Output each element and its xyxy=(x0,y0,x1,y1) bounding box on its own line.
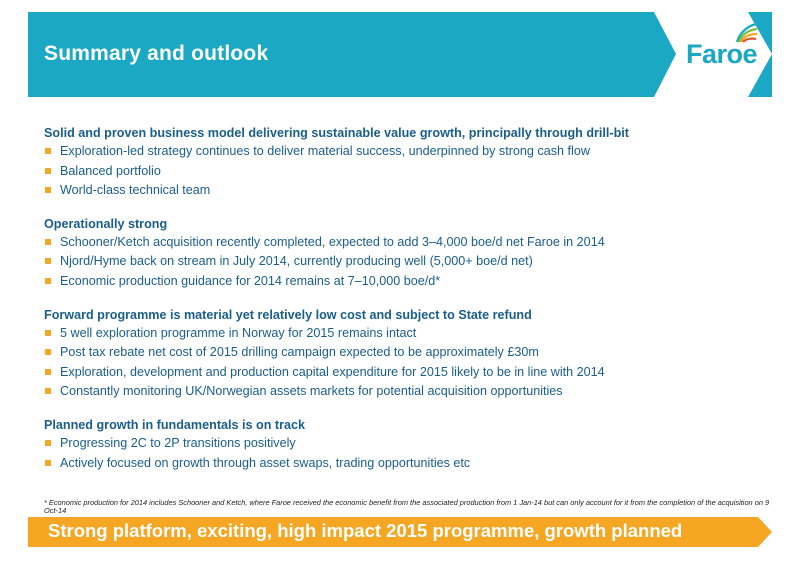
page-title: Summary and outlook xyxy=(44,42,269,65)
logo-chevron-shape xyxy=(654,12,772,97)
bullet-item: Njord/Hyme back on stream in July 2014, … xyxy=(44,252,764,272)
banner-text: Strong platform, exciting, high impact 2… xyxy=(48,520,683,541)
bullet-square-icon xyxy=(45,388,51,395)
section-heading: Forward programme is material yet relati… xyxy=(44,307,532,322)
footnote: * Economic production for 2014 includes … xyxy=(44,498,770,515)
bullet-square-icon xyxy=(45,277,51,284)
logo-area: Faroe xyxy=(654,12,772,97)
bullet-square-icon xyxy=(45,329,51,336)
bullet-item: Progressing 2C to 2P transitions positiv… xyxy=(44,434,764,454)
bullet-square-icon xyxy=(45,238,51,245)
bullet-square-icon xyxy=(45,459,51,466)
bullet-item: Exploration, development and production … xyxy=(44,363,764,383)
bullet-square-icon xyxy=(45,439,51,446)
header-bar: Summary and outlook Faroe xyxy=(28,12,772,97)
section-heading: Operationally strong xyxy=(44,216,168,231)
bullet-item: 5 well exploration programme in Norway f… xyxy=(44,324,764,344)
logo-wordmark: Faroe xyxy=(686,39,758,69)
bullet-item: Post tax rebate net cost of 2015 drillin… xyxy=(44,343,764,363)
summary-sections: Solid and proven business model deliveri… xyxy=(44,124,764,487)
conclusion-banner: Strong platform, exciting, high impact 2… xyxy=(28,517,772,547)
bullet-square-icon xyxy=(45,368,51,375)
bullet-item: Economic production guidance for 2014 re… xyxy=(44,272,764,292)
bullet-item: Constantly monitoring UK/Norwegian asset… xyxy=(44,382,764,402)
bullet-square-icon xyxy=(45,258,51,265)
bullet-square-icon xyxy=(45,167,51,174)
bullet-square-icon xyxy=(45,187,51,194)
section-heading: Planned growth in fundamentals is on tra… xyxy=(44,417,306,432)
bullet-square-icon xyxy=(45,148,51,154)
bullet-item: World-class technical team xyxy=(44,181,764,201)
bullet-item: Actively focused on growth through asset… xyxy=(44,454,764,474)
bullet-item: Balanced portfolio xyxy=(44,162,764,182)
banner-chevron-shape xyxy=(758,517,772,547)
section-heading: Solid and proven business model deliveri… xyxy=(44,126,629,140)
section-business-model: Solid and proven business model deliveri… xyxy=(44,124,764,201)
bullet-item: Schooner/Ketch acquisition recently comp… xyxy=(44,233,764,253)
section-forward-programme: Forward programme is material yet relati… xyxy=(44,306,764,402)
bullet-square-icon xyxy=(45,349,51,356)
bullet-item: Exploration-led strategy continues to de… xyxy=(44,142,764,162)
section-planned-growth: Planned growth in fundamentals is on tra… xyxy=(44,416,764,473)
section-operations: Operationally strong Schooner/Ketch acqu… xyxy=(44,215,764,292)
